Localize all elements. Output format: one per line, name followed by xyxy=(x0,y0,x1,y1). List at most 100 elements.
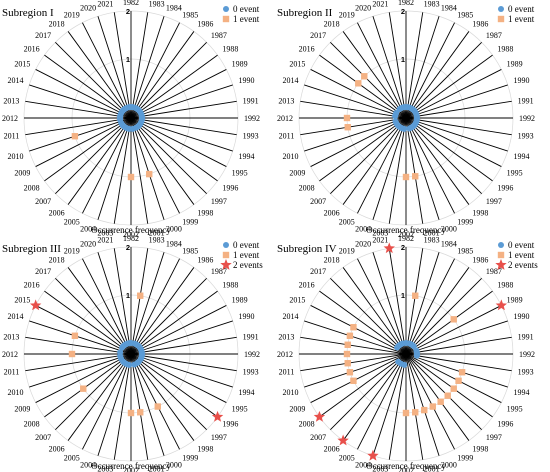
category-label: 1994 xyxy=(513,152,529,161)
radial-spoke xyxy=(130,336,237,355)
radial-spoke xyxy=(67,31,132,119)
category-label: 2000 xyxy=(441,460,457,469)
category-label: 1999 xyxy=(457,218,473,227)
polar-grid xyxy=(23,10,239,226)
radial-spoke xyxy=(304,84,407,119)
category-label: 1994 xyxy=(513,388,529,397)
category-label: 1990 xyxy=(513,312,529,321)
radial-spoke xyxy=(67,117,132,205)
data-point xyxy=(495,299,508,311)
radial-spoke xyxy=(82,258,132,355)
radial-spoke xyxy=(388,248,407,355)
radial-spoke xyxy=(130,117,180,214)
category-label: 1984 xyxy=(166,4,182,13)
data-point xyxy=(211,410,224,422)
radial-spoke xyxy=(372,252,407,355)
radial-tick-label: 2 xyxy=(126,7,130,16)
radial-spoke xyxy=(130,353,237,372)
radial-spoke xyxy=(388,117,407,224)
category-label: 2019 xyxy=(64,246,80,255)
category-label: 1990 xyxy=(513,76,529,85)
data-points xyxy=(313,242,508,461)
radial-spoke xyxy=(405,117,424,224)
radial-spoke xyxy=(405,117,502,167)
category-label: 2017 xyxy=(35,267,51,276)
radial-spoke xyxy=(113,353,132,460)
category-label: 2002 xyxy=(123,230,139,239)
radial-spoke xyxy=(310,117,407,167)
data-point xyxy=(344,124,351,131)
data-point xyxy=(401,104,408,111)
category-label: 1985 xyxy=(182,246,198,255)
legend-marker xyxy=(223,242,229,248)
category-label: 1992 xyxy=(244,350,260,359)
data-point xyxy=(355,80,362,87)
radial-spoke xyxy=(330,42,407,119)
category-label: 2004 xyxy=(80,224,96,233)
category-label: 2020 xyxy=(355,240,371,249)
panel-subregion-2: 0121982198319841985198619871988198919901… xyxy=(275,0,550,239)
data-point xyxy=(429,403,436,410)
legend-marker xyxy=(223,6,229,12)
radial-spoke xyxy=(130,252,165,355)
category-label: 2011 xyxy=(279,132,295,141)
axis-label: Occurrence frequency xyxy=(91,225,171,235)
data-point xyxy=(395,358,402,365)
data-point xyxy=(350,377,357,384)
radar-chart: 0121982198319841985198619871988198919901… xyxy=(277,0,535,239)
category-label: 1985 xyxy=(457,10,473,19)
category-label: 1989 xyxy=(507,60,523,69)
category-label: 1986 xyxy=(472,256,488,265)
radial-spoke xyxy=(130,117,227,167)
legend-label: 1 event xyxy=(233,250,260,260)
category-label: 1993 xyxy=(518,132,534,141)
radial-spoke xyxy=(300,117,407,136)
category-label: 2018 xyxy=(324,20,340,29)
radial-spoke xyxy=(342,353,407,441)
category-label: 1986 xyxy=(197,20,213,29)
category-label: 2008 xyxy=(24,183,40,192)
data-point xyxy=(367,449,379,461)
data-point xyxy=(421,406,428,414)
radial-spoke xyxy=(388,12,407,119)
category-label: 1997 xyxy=(486,433,502,442)
radial-spoke xyxy=(35,305,132,355)
radial-spoke xyxy=(357,353,407,450)
category-label: 2013 xyxy=(3,96,19,105)
radial-spoke xyxy=(405,117,482,194)
category-label: 2008 xyxy=(299,183,315,192)
radial-spoke xyxy=(405,16,440,119)
legend-marker xyxy=(497,251,505,259)
data-point xyxy=(126,340,133,347)
radial-tick-label: 1 xyxy=(126,55,130,64)
category-label: 2011 xyxy=(4,132,20,141)
category-label: 2005 xyxy=(339,218,355,227)
data-point xyxy=(402,173,410,181)
category-label: 2020 xyxy=(80,240,96,249)
legend-label: 0 event xyxy=(508,240,535,250)
category-label: 2014 xyxy=(283,312,299,321)
radial-spoke xyxy=(130,353,207,430)
category-label: 1997 xyxy=(486,197,502,206)
radial-spoke xyxy=(319,290,407,355)
data-point xyxy=(131,361,138,368)
radial-spoke xyxy=(130,353,195,441)
category-label: 1991 xyxy=(518,332,534,341)
category-label: 1993 xyxy=(518,368,534,377)
radial-spoke xyxy=(304,353,407,388)
radial-spoke xyxy=(405,353,482,430)
radial-spoke xyxy=(130,353,180,450)
radial-spoke xyxy=(405,320,508,355)
radial-spoke xyxy=(405,100,512,119)
legend-marker xyxy=(498,6,504,12)
radial-tick-label: 1 xyxy=(126,291,130,300)
category-label: 2001 xyxy=(149,465,165,472)
category-label: 2003 xyxy=(97,229,113,238)
category-label: 2010 xyxy=(283,152,299,161)
category-label: 2007 xyxy=(310,197,326,206)
polar-grid xyxy=(23,246,239,462)
legend-label: 0 event xyxy=(233,240,260,250)
legend-marker xyxy=(495,259,507,270)
data-point xyxy=(455,377,462,384)
